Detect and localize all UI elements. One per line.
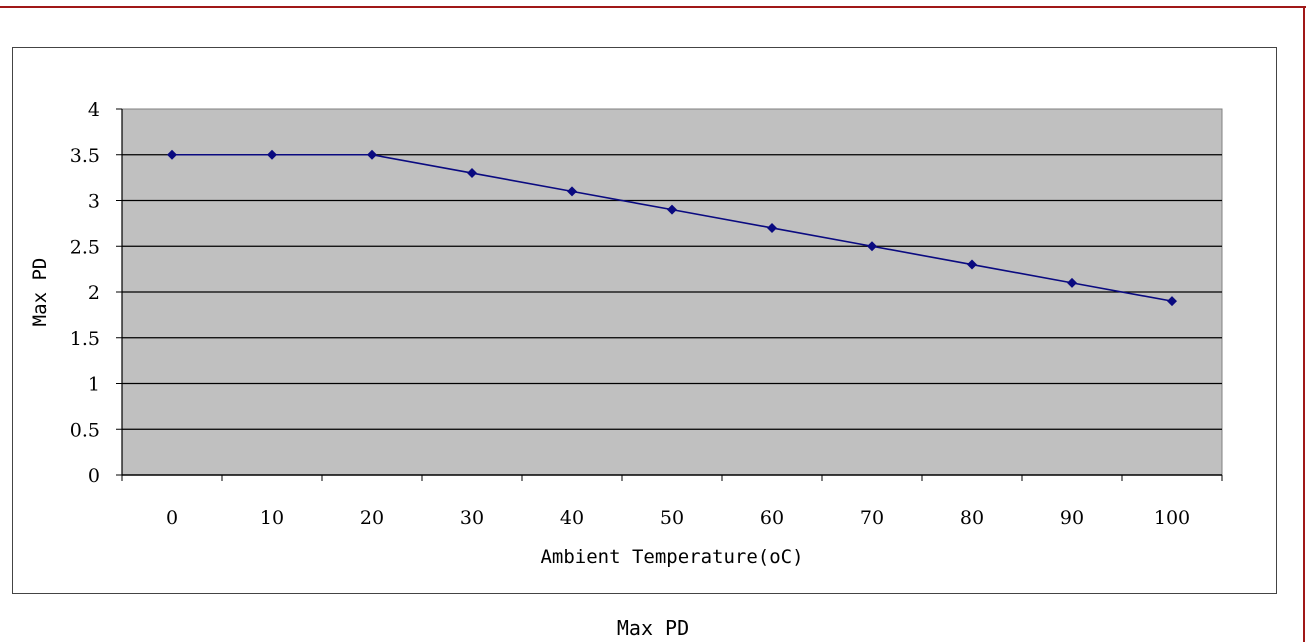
x-tick-label: 0 bbox=[166, 507, 178, 529]
y-tick-label: 2 bbox=[88, 282, 100, 304]
data-point-marker bbox=[867, 241, 877, 252]
y-tick-labels: 0 0.5 1 1.5 2 2.5 3 3.5 4 bbox=[70, 99, 100, 487]
data-point-marker bbox=[967, 259, 977, 270]
y-tick-label: 3.5 bbox=[70, 145, 100, 167]
chart-caption: Max PD bbox=[616, 616, 690, 640]
data-point-marker bbox=[567, 186, 577, 197]
data-point-marker bbox=[667, 204, 677, 215]
series-layer bbox=[167, 149, 1177, 307]
x-tick-label: 10 bbox=[260, 507, 284, 529]
y-tick-label: 0.5 bbox=[70, 419, 100, 441]
data-point-marker bbox=[767, 222, 777, 233]
right-frame-border bbox=[1303, 8, 1305, 642]
x-axis-label: Ambient Temperature(oC) bbox=[540, 546, 803, 568]
x-tick-label: 20 bbox=[360, 507, 384, 529]
data-point-marker bbox=[167, 149, 177, 160]
y-tick-label: 1 bbox=[88, 374, 100, 396]
data-point-marker bbox=[367, 149, 377, 160]
y-tick-label: 0 bbox=[88, 465, 100, 487]
x-tick-label: 40 bbox=[560, 507, 584, 529]
x-tick-label: 60 bbox=[760, 507, 784, 529]
x-tick-label: 100 bbox=[1154, 507, 1190, 529]
top-frame-border bbox=[0, 0, 1306, 8]
gridlines bbox=[116, 108, 1223, 481]
x-tick-labels: 0 10 20 30 40 50 60 70 80 90 100 bbox=[166, 507, 1190, 529]
x-tick-label: 50 bbox=[660, 507, 684, 529]
data-point-marker bbox=[467, 168, 477, 179]
data-point-marker bbox=[1067, 277, 1077, 288]
y-tick-label: 4 bbox=[88, 99, 100, 121]
x-tick-label: 30 bbox=[460, 507, 484, 529]
y-tick-label: 3 bbox=[88, 191, 100, 213]
y-tick-label: 2.5 bbox=[70, 236, 100, 258]
x-tick-label: 70 bbox=[860, 507, 884, 529]
data-point-marker bbox=[267, 149, 277, 160]
y-axis-label: Max PD bbox=[29, 258, 51, 327]
data-point-marker bbox=[1167, 296, 1177, 307]
x-tick-label: 80 bbox=[960, 507, 984, 529]
x-tick-label: 90 bbox=[1060, 507, 1084, 529]
y-tick-label: 1.5 bbox=[70, 328, 100, 350]
